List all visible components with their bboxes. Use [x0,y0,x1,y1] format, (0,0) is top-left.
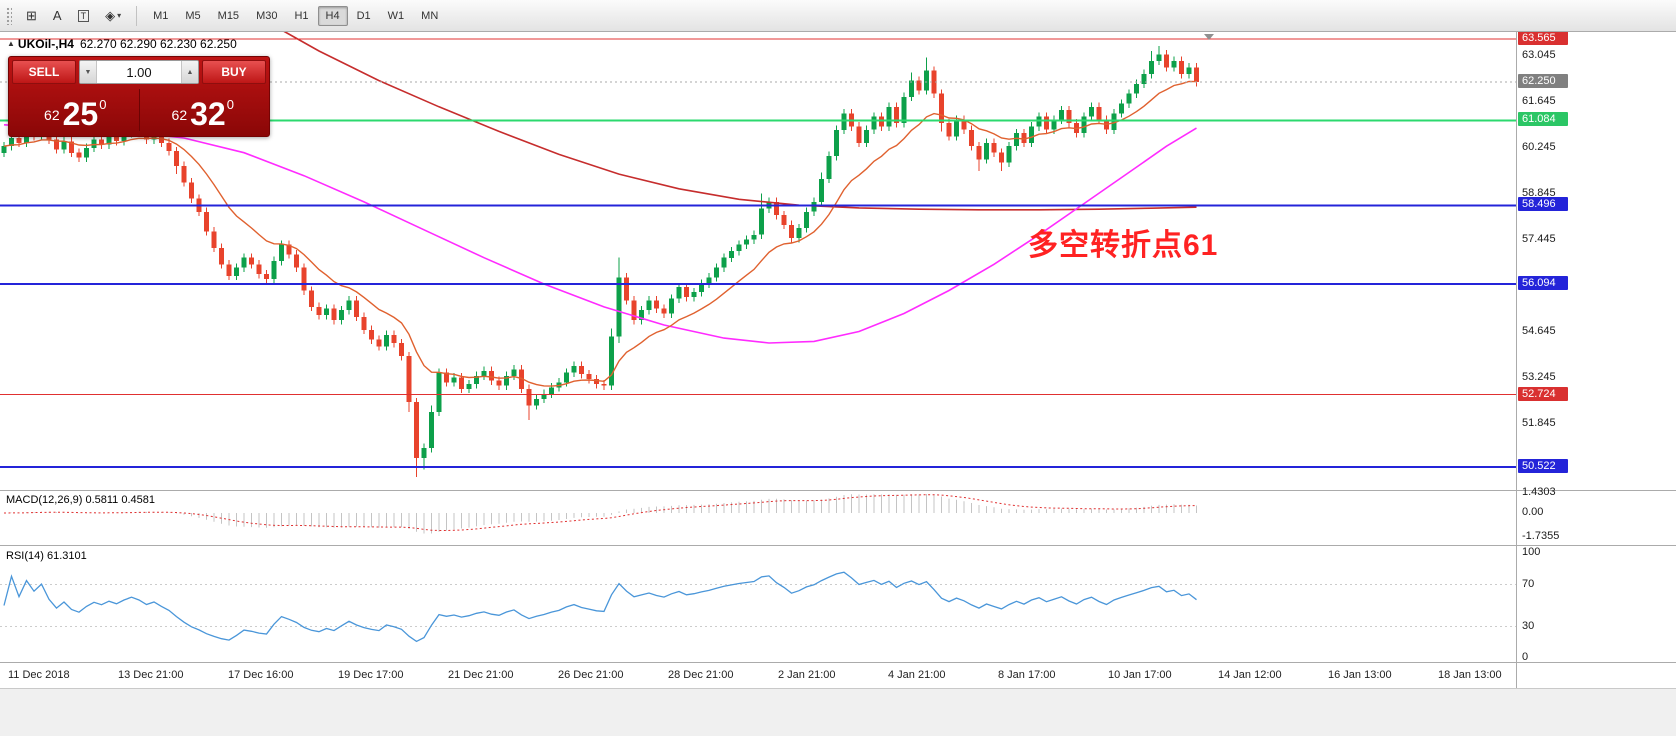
pane-separator-main[interactable] [0,490,1676,491]
text-frame-tool-button[interactable]: T [71,5,97,27]
volume-control: ▼ ▲ [79,60,199,84]
rsi-scale-tick: 100 [1522,546,1541,558]
time-axis-label: 21 Dec 21:00 [448,669,514,681]
price-scale-badge: 62.250 [1518,74,1568,88]
time-axis-label: 14 Jan 12:00 [1218,669,1282,681]
timeframe-button-m15[interactable]: M15 [210,6,247,26]
pane-separator-rsi[interactable] [0,662,1676,663]
buy-price-whole: 62 [171,107,188,123]
price-scale-tick: 51.845 [1522,417,1556,429]
trade-controls-row: SELL ▼ ▲ BUY [12,60,266,84]
time-axis-label: 16 Jan 13:00 [1328,669,1392,681]
time-axis-label: 18 Jan 13:00 [1438,669,1502,681]
crosshair-tool-button[interactable]: ⊞ [19,5,44,27]
rsi-scale-tick: 30 [1522,620,1535,632]
sell-price-whole: 62 [44,107,60,123]
text-frame-icon: T [77,9,90,22]
one-click-arrow-icon[interactable]: ▲ [7,39,15,48]
timeframe-button-mn[interactable]: MN [413,6,446,26]
time-axis-label: 4 Jan 21:00 [888,669,946,681]
macd-indicator-label: MACD(12,26,9) 0.5811 0.4581 [6,494,155,506]
objects-icon: ◈ [105,7,116,23]
macd-scale-tick: 1.4303 [1522,486,1556,498]
price-scale-border [1516,32,1517,688]
price-scale-badge: 63.565 [1518,31,1568,45]
price-scale-badge: 52.724 [1518,387,1568,401]
timeframe-button-h4[interactable]: H4 [317,5,348,26]
macd-scale-tick: 0.00 [1522,506,1544,518]
timeframe-group: M1 M5 M15 M30 H1 H4 D1 W1 MN [145,5,446,26]
price-scale-tick: 54.645 [1522,325,1556,337]
time-axis-label: 13 Dec 21:00 [118,669,184,681]
timeframe-button-m30[interactable]: M30 [248,6,285,26]
sell-button[interactable]: SELL [12,60,76,84]
timeframe-button-h1[interactable]: H1 [286,6,316,26]
bid-ask-display: 62 25 0 62 32 0 [12,87,266,133]
volume-dropdown-button[interactable]: ▼ [80,61,97,83]
time-axis-label: 10 Jan 17:00 [1108,669,1172,681]
price-scale-tick: 53.245 [1522,371,1556,383]
timeframe-button-m5[interactable]: M5 [177,6,208,26]
rsi-scale-tick: 0 [1522,651,1529,663]
symbol-period-label: UKOil-,H4 [17,37,74,51]
price-scale-badge: 61.084 [1518,112,1568,126]
time-axis-label: 19 Dec 17:00 [338,669,404,681]
chart-header: ▲ UKOil-,H4 62.270 62.290 62.230 62.250 [7,37,237,51]
toolbar-separator [136,5,138,26]
macd-scale-tick: -1.7355 [1522,530,1560,542]
price-scale-tick: 57.445 [1522,233,1556,245]
price-scale-badge: 58.496 [1518,197,1568,211]
toolbar: ⊞ A T ◈ ▾ M1 M5 M15 M30 H1 H4 D1 W1 MN [0,0,1676,32]
ohlc-readout: 62.270 62.290 62.230 62.250 [79,37,237,51]
chart-shift-marker[interactable] [1204,34,1214,40]
objects-tool-button[interactable]: ◈ ▾ [98,5,128,27]
price-scale-tick: 60.245 [1522,141,1556,153]
toolbar-gripper[interactable] [6,6,12,25]
time-axis-label: 28 Dec 21:00 [668,669,734,681]
time-axis-label: 11 Dec 2018 [8,669,70,681]
time-axis-label: 26 Dec 21:00 [558,669,624,681]
rsi-indicator-label: RSI(14) 61.3101 [6,550,87,562]
price-scale-badge: 56.094 [1518,276,1568,290]
text-label-icon: A [52,8,62,23]
timeframe-button-m1[interactable]: M1 [145,6,176,26]
price-scale-tick: 58.845 [1522,187,1556,199]
text-label-tool-button[interactable]: A [46,5,69,27]
time-axis-label: 8 Jan 17:00 [998,669,1056,681]
price-scale-tick: 61.645 [1522,95,1556,107]
volume-up-button[interactable]: ▲ [181,61,198,83]
window-footer [0,688,1676,736]
macd-layer [3,494,1197,534]
buy-price-display[interactable]: 62 32 0 [140,87,267,133]
crosshair-icon: ⊞ [26,7,37,23]
timeframe-button-d1[interactable]: D1 [349,6,379,26]
rsi-layer [0,571,1516,643]
sell-price-fraction: 0 [99,97,107,112]
sell-price-pips: 25 [62,96,99,132]
chevron-down-icon: ▾ [117,11,122,20]
rsi-scale-tick: 70 [1522,578,1535,590]
timeframe-button-w1[interactable]: W1 [380,6,413,26]
trend-annotation: 多空转折点61 [1028,229,1219,262]
sell-price-display[interactable]: 62 25 0 [12,87,139,133]
price-scale-tick: 63.045 [1522,49,1556,61]
time-axis-label: 17 Dec 16:00 [228,669,294,681]
time-axis-label: 2 Jan 21:00 [778,669,836,681]
price-scale-badge: 50.522 [1518,459,1568,473]
volume-input[interactable] [97,61,181,83]
buy-price-fraction: 0 [226,97,234,112]
pane-separator-macd[interactable] [0,545,1676,546]
buy-price-pips: 32 [190,96,226,132]
time-axis[interactable]: 11 Dec 2018 13 Dec 21:00 17 Dec 16:00 19 De… [0,663,1516,688]
buy-button[interactable]: BUY [202,60,266,84]
price-scale[interactable]: 63.045 61.645 60.245 58.845 57.445 54.645 53.2… [1517,0,1675,688]
